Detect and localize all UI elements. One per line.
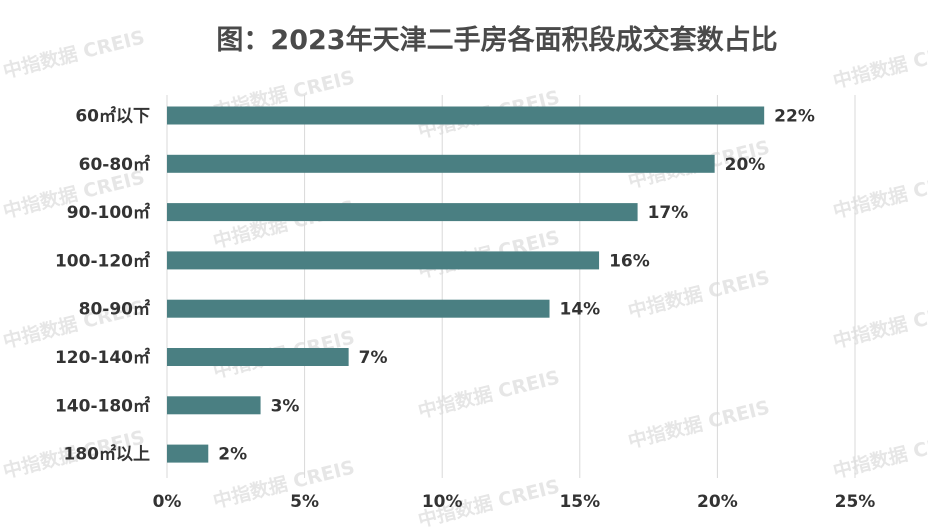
category-label: 180㎡以上 [64,444,151,465]
bar [167,348,349,366]
value-labels: 22% 20% 17% 16% 14% 7% 3% 2% [218,107,815,465]
category-label: 60㎡以下 [75,106,150,127]
x-tick-label: 25% [835,492,876,512]
bar [167,203,638,222]
bar [167,299,550,318]
category-label: 60-80㎡ [79,154,150,175]
watermark-text: 中指数据 CREIS [1,25,147,82]
x-axis-tick-labels: 0% 5% 10% 15% 20% 25% [153,492,876,512]
watermark-text: 中指数据 CREIS [831,35,928,92]
value-label: 7% [359,348,388,368]
value-label: 2% [218,445,247,465]
bar [167,444,209,463]
bar [167,396,261,415]
value-label: 20% [725,155,766,175]
watermark-text: 中指数据 CREIS [831,295,928,352]
value-label: 3% [271,396,300,416]
watermark-text: 中指数据 CREIS [831,165,928,222]
x-tick-label: 10% [422,492,463,512]
value-label: 22% [774,107,815,127]
x-tick-label: 0% [153,492,182,512]
x-tick-label: 15% [559,492,600,512]
value-label: 16% [609,251,650,271]
x-tick-label: 20% [697,492,738,512]
bar [167,106,765,125]
bars [167,106,765,463]
category-labels: 60㎡以下 60-80㎡ 90-100㎡ 100-120㎡ 80-90㎡ 120-140㎡… [55,106,150,465]
x-tick-label: 5% [290,492,319,512]
bar [167,251,600,270]
value-label: 17% [648,203,689,223]
watermark-text: 中指数据 CREIS [416,365,562,422]
chart-title: 图：2023年天津二手房各面积段成交套数占比 [216,24,777,56]
watermark-text: 中指数据 CREIS [626,265,772,322]
category-label: 120-140㎡ [55,347,150,368]
category-label: 80-90㎡ [79,299,150,320]
watermark-text: 中指数据 CREIS [831,425,928,482]
category-label: 90-100㎡ [67,202,150,223]
category-label: 100-120㎡ [55,250,150,271]
bar [167,154,715,173]
value-label: 14% [560,300,601,320]
category-label: 140-180㎡ [55,395,150,416]
watermark-text: 中指数据 CREIS [626,395,772,452]
